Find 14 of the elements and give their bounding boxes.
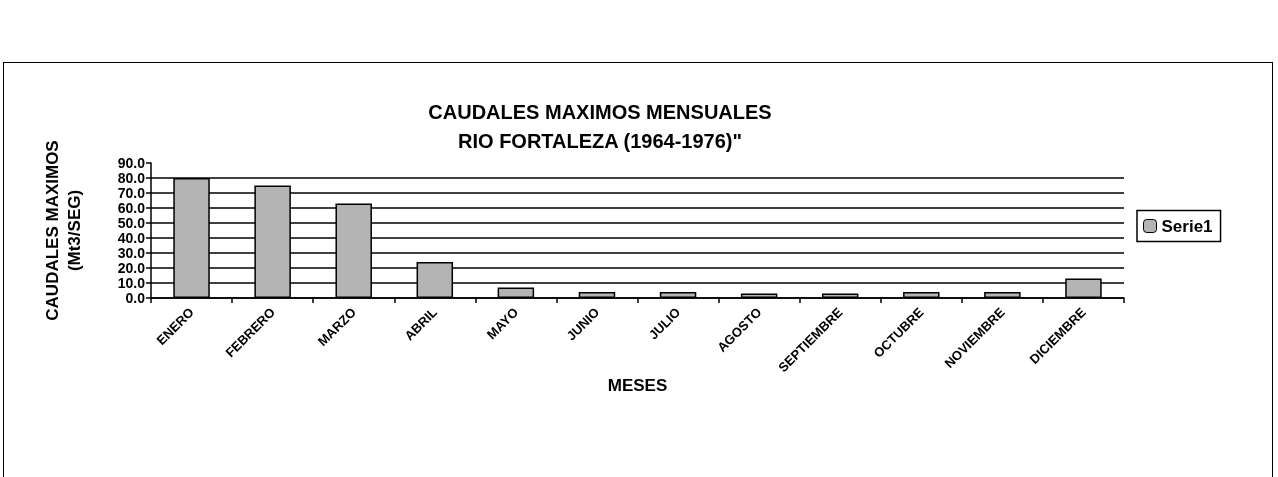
- y-tick-label: 30.0: [117, 245, 146, 261]
- x-axis-title: MESES: [607, 376, 668, 396]
- chart-title: CAUDALES MAXIMOS MENSUALES RIO FORTALEZA (1964-1976)": [428, 100, 772, 152]
- legend-label: Serie1: [1161, 216, 1213, 236]
- y-tick-label: 70.0: [117, 185, 146, 201]
- y-tick-label: 50.0: [117, 215, 146, 231]
- y-tick-label: 40.0: [117, 230, 146, 246]
- y-axis-title: CAUDALES MAXIMOS (Mt3/SEG): [42, 140, 84, 321]
- y-tick-label: 80.0: [117, 170, 146, 186]
- y-tick-label: 60.0: [117, 200, 146, 216]
- y-tick-label: 0.0: [125, 290, 146, 306]
- y-tick-label: 90.0: [117, 155, 146, 171]
- y-tick-label: 20.0: [117, 260, 146, 276]
- y-tick-label: 10.0: [117, 275, 146, 291]
